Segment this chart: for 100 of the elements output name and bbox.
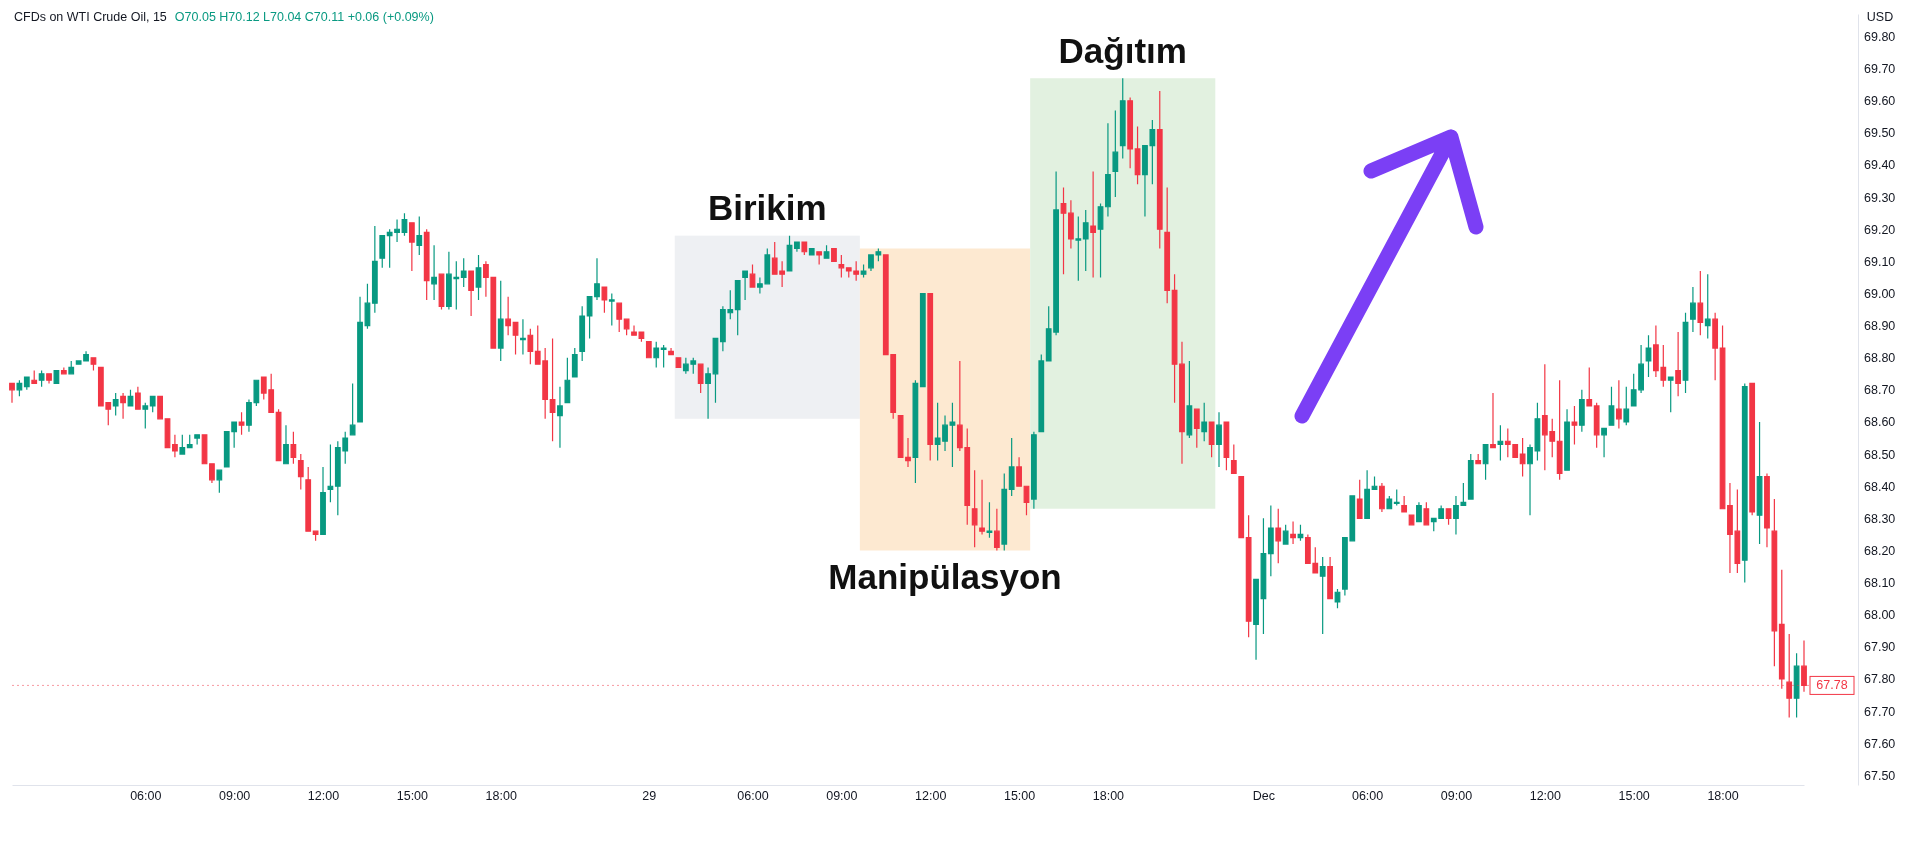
candlestick xyxy=(1712,312,1719,381)
candlestick xyxy=(1038,353,1045,433)
candlestick xyxy=(112,392,119,417)
candlestick xyxy=(1475,453,1482,465)
candlestick xyxy=(831,247,837,262)
x-tick-label: 06:00 xyxy=(1351,788,1384,803)
candlestick xyxy=(623,318,630,336)
candlestick xyxy=(23,376,30,391)
candlestick xyxy=(1319,556,1326,635)
candlestick xyxy=(401,212,408,237)
candlestick xyxy=(38,369,45,388)
candlestick xyxy=(979,479,985,536)
x-tick-label: 06:00 xyxy=(130,788,162,803)
candlestick xyxy=(1216,411,1222,468)
candlestick xyxy=(712,337,719,404)
candlestick xyxy=(1578,389,1585,433)
candlestick xyxy=(808,247,815,256)
candlestick xyxy=(16,379,23,397)
candlestick xyxy=(1082,209,1089,272)
y-tick-label: 69.50 xyxy=(1864,126,1896,141)
candlestick xyxy=(512,321,519,356)
x-tick-label: 06:00 xyxy=(737,788,769,803)
candlestick xyxy=(1282,524,1289,545)
candlestick xyxy=(608,292,615,327)
x-tick-label: 18:00 xyxy=(485,788,517,803)
candlestick xyxy=(1075,215,1082,282)
candlestick xyxy=(1586,366,1593,407)
candlestick xyxy=(645,341,652,359)
candlestick xyxy=(742,270,748,301)
candlestick xyxy=(1393,488,1400,507)
x-tick-label: 09:00 xyxy=(1440,788,1473,803)
candlestick xyxy=(1786,633,1793,719)
candlestick xyxy=(1675,331,1682,397)
x-tick-label: 12:00 xyxy=(1529,788,1562,803)
candlestick xyxy=(1193,408,1200,449)
candlestick xyxy=(912,379,919,484)
candlestick xyxy=(209,463,215,484)
y-tick-label: 69.20 xyxy=(1864,222,1896,237)
candlestick xyxy=(557,386,563,449)
candlestick xyxy=(1112,109,1119,198)
candlestick xyxy=(1164,186,1171,304)
candlestick xyxy=(1119,77,1126,160)
x-tick-label: 15:00 xyxy=(1003,788,1036,803)
candlestick xyxy=(90,357,97,372)
candlestick xyxy=(238,411,245,436)
candlestick xyxy=(1490,392,1496,449)
y-tick-label: 69.10 xyxy=(1864,254,1896,269)
candlestick xyxy=(1127,96,1134,169)
candlestick xyxy=(1556,379,1563,481)
chart-title: CFDs on WTI Crude Oil, 15 xyxy=(14,10,167,24)
candlestick xyxy=(794,241,800,253)
candlestick xyxy=(1401,495,1408,513)
candlestick xyxy=(68,360,75,375)
candlestick xyxy=(1697,270,1704,336)
candlestick xyxy=(1134,125,1141,185)
candlestick xyxy=(468,270,474,317)
candlestick xyxy=(1334,588,1341,609)
candlestick xyxy=(1016,456,1022,487)
candlestick xyxy=(475,254,482,301)
candlestick xyxy=(1645,334,1652,378)
candlestick xyxy=(1623,386,1630,426)
y-tick-label: 69.40 xyxy=(1864,158,1896,173)
candlestick xyxy=(564,357,571,404)
candlestick xyxy=(1667,376,1674,413)
candlestick xyxy=(1416,501,1422,523)
candlestick xyxy=(149,395,156,413)
candlestick xyxy=(1801,639,1807,693)
candlestick xyxy=(986,501,993,539)
candlestick xyxy=(1386,495,1393,510)
candlestick xyxy=(1097,202,1104,279)
x-tick-label: Dec xyxy=(1252,788,1276,803)
candlestick xyxy=(1156,90,1163,250)
candlestick xyxy=(505,296,512,336)
candlestick xyxy=(601,286,608,314)
candlestick xyxy=(1356,479,1363,519)
candlestick xyxy=(816,251,823,266)
candlestick xyxy=(1445,508,1452,526)
x-tick-label: 15:00 xyxy=(396,788,429,803)
candlestick xyxy=(1105,122,1111,217)
candlestick xyxy=(423,228,430,301)
candlestick xyxy=(520,318,526,356)
candlestick xyxy=(497,280,504,362)
candlestick xyxy=(275,408,282,462)
candlestick xyxy=(1601,427,1607,458)
candlestick xyxy=(1704,273,1711,340)
candlestick xyxy=(127,389,134,407)
x-tick-label: 18:00 xyxy=(1707,788,1739,803)
candlestick xyxy=(31,369,38,385)
candlestick xyxy=(919,292,926,388)
ref-line-label: 67.78 xyxy=(1816,678,1848,693)
y-tick-label: 68.10 xyxy=(1864,576,1896,591)
y-tick-label: 69.70 xyxy=(1864,62,1896,77)
candlestick xyxy=(971,469,978,548)
candlestick xyxy=(734,280,741,336)
candlestick xyxy=(993,508,1000,552)
candlestick xyxy=(1001,472,1008,552)
candlestick xyxy=(1519,437,1526,478)
candlestick xyxy=(1571,405,1578,446)
candlestick xyxy=(1008,437,1015,497)
annotation: Dağıtım xyxy=(1058,30,1187,70)
